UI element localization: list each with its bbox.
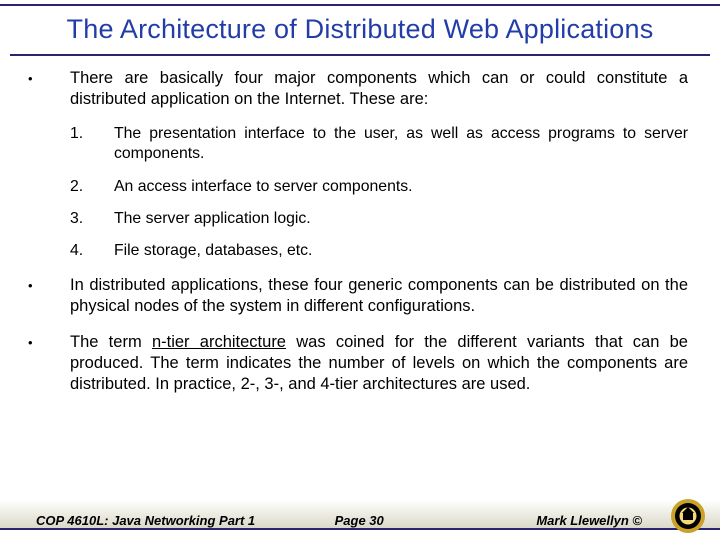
- top-rule: [0, 4, 720, 6]
- slide-content: • There are basically four major compone…: [28, 68, 688, 409]
- bullet-item: • The term n-tier architecture was coine…: [28, 332, 688, 395]
- bullet-marker: •: [28, 68, 70, 110]
- numbered-text: The server application logic.: [114, 209, 688, 229]
- bullet-text: The term n-tier architecture was coined …: [70, 332, 688, 395]
- bullet-text: There are basically four major component…: [70, 68, 688, 110]
- slide-title: The Architecture of Distributed Web Appl…: [0, 14, 720, 45]
- numbered-text: The presentation interface to the user, …: [114, 124, 688, 164]
- bullet-text: In distributed applications, these four …: [70, 275, 688, 317]
- bullet-text-underlined: n-tier architecture: [152, 333, 286, 351]
- bullet-item: • There are basically four major compone…: [28, 68, 688, 110]
- numbered-item: 2. An access interface to server compone…: [70, 177, 688, 197]
- numbered-item: 1. The presentation interface to the use…: [70, 124, 688, 164]
- numbered-marker: 4.: [70, 241, 114, 261]
- numbered-item: 3. The server application logic.: [70, 209, 688, 229]
- footer-row: COP 4610L: Java Networking Part 1 Page 3…: [0, 513, 720, 528]
- numbered-list: 1. The presentation interface to the use…: [70, 124, 688, 261]
- numbered-marker: 1.: [70, 124, 114, 164]
- footer: COP 4610L: Java Networking Part 1 Page 3…: [0, 500, 720, 540]
- numbered-marker: 2.: [70, 177, 114, 197]
- bullet-marker: •: [28, 332, 70, 395]
- numbered-text: File storage, databases, etc.: [114, 241, 688, 261]
- bullet-item: • In distributed applications, these fou…: [28, 275, 688, 317]
- ucf-logo-icon: [670, 498, 706, 534]
- footer-rule: [0, 528, 720, 530]
- numbered-item: 4. File storage, databases, etc.: [70, 241, 688, 261]
- bullet-marker: •: [28, 275, 70, 317]
- bullet-text-pre: The term: [70, 333, 152, 351]
- title-underline: [10, 54, 710, 56]
- numbered-marker: 3.: [70, 209, 114, 229]
- footer-page: Page 30: [278, 513, 440, 528]
- slide: The Architecture of Distributed Web Appl…: [0, 0, 720, 540]
- footer-course: COP 4610L: Java Networking Part 1: [36, 513, 278, 528]
- numbered-text: An access interface to server components…: [114, 177, 688, 197]
- footer-author: Mark Llewellyn ©: [440, 513, 684, 528]
